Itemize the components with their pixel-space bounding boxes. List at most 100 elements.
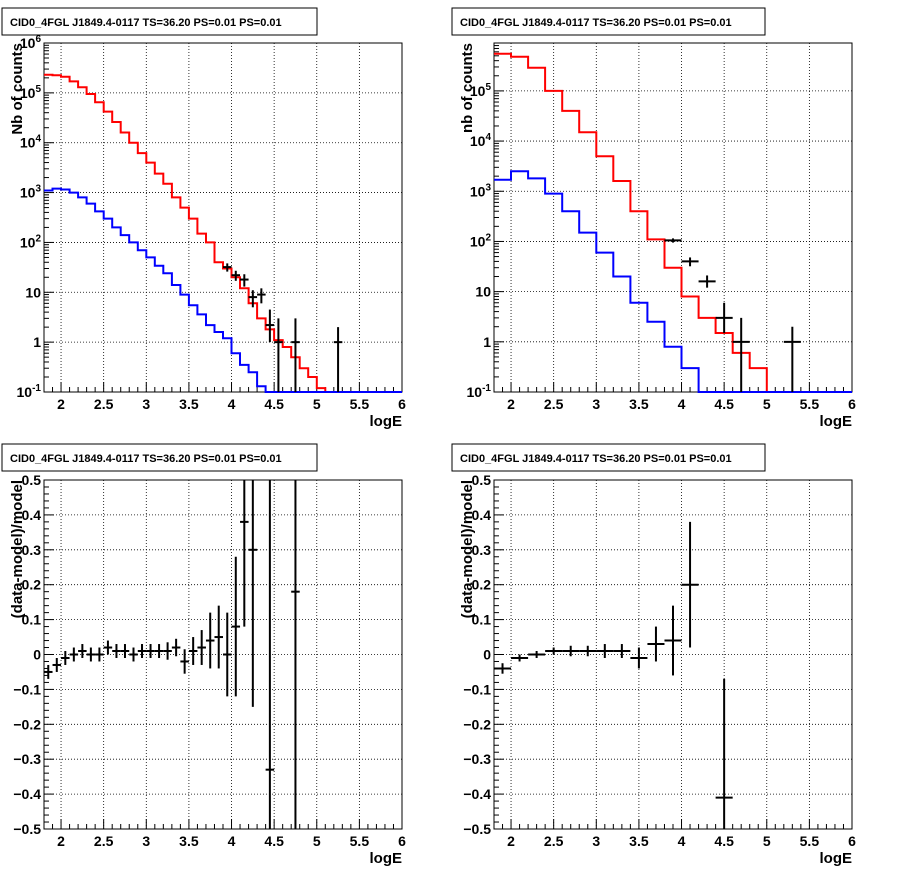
series-line-2 — [494, 170, 852, 393]
x-tick-label: 5 — [313, 833, 321, 849]
y-tick-label: 0.2 — [472, 577, 492, 593]
data-point — [188, 637, 198, 665]
chart-title: CID0_4FGL J1849.4-0117 TS=36.20 PS=0.01 … — [10, 17, 282, 29]
data-point — [223, 612, 232, 697]
x-tick-label: 5.5 — [800, 396, 820, 412]
y-tick-label: −0.2 — [463, 716, 491, 732]
x-tick-label: 2 — [57, 396, 65, 412]
data-point — [137, 644, 147, 658]
data-point — [248, 480, 258, 707]
data-point — [120, 644, 130, 658]
title-box — [451, 443, 766, 472]
data-point — [61, 651, 70, 665]
title-box — [451, 7, 766, 36]
x-tick-label: 4 — [228, 833, 236, 849]
data-point — [171, 638, 181, 657]
x-axis-label: logE — [370, 413, 403, 430]
data-point — [681, 257, 699, 267]
x-tick-label: 3 — [592, 396, 600, 412]
data-point — [78, 644, 87, 658]
x-tick-label: 4.5 — [264, 396, 284, 412]
data-point — [129, 647, 138, 662]
data-point — [732, 317, 750, 392]
data-point — [664, 238, 682, 243]
y-tick-label: −0.5 — [13, 821, 41, 837]
y-tick-label: 105 — [20, 84, 42, 101]
data-point — [257, 288, 266, 304]
x-tick-label: 3.5 — [629, 833, 649, 849]
data-point — [69, 647, 79, 662]
y-axis-label: Nb of counts — [9, 43, 26, 135]
y-tick-label: −0.3 — [13, 751, 41, 767]
data-point — [95, 647, 104, 662]
x-tick-label: 3.5 — [179, 833, 199, 849]
x-tick-label: 4.5 — [714, 833, 734, 849]
y-tick-label: 102 — [470, 232, 492, 249]
x-tick-label: 2 — [507, 833, 515, 849]
x-tick-label: 2.5 — [544, 833, 564, 849]
x-tick-label: 6 — [848, 833, 856, 849]
y-tick-label: −0.4 — [463, 786, 491, 802]
data-point — [103, 640, 113, 655]
x-tick-label: 2.5 — [94, 396, 114, 412]
data-point — [154, 644, 164, 658]
x-tick-label: 6 — [398, 833, 406, 849]
y-tick-label: −0.5 — [463, 821, 491, 837]
y-tick-label: 0.5 — [472, 472, 492, 488]
data-point — [715, 302, 733, 333]
data-point — [231, 556, 241, 697]
data-point — [528, 651, 546, 658]
data-point — [664, 605, 682, 676]
chart-panel-1: CID0_4FGL J1849.4-0117 TS=36.20 PS=0.01 … — [1, 7, 406, 430]
plot-frame — [43, 42, 403, 393]
title-box — [1, 443, 318, 472]
data-point — [205, 612, 215, 669]
data-point — [681, 521, 699, 648]
y-tick-label: 0 — [483, 647, 491, 663]
y-tick-label: 0.4 — [472, 507, 492, 523]
y-tick-label: 0 — [33, 647, 41, 663]
data-point — [112, 644, 121, 658]
series-line-1 — [44, 73, 402, 393]
data-point — [240, 480, 249, 627]
data-point — [333, 327, 343, 392]
y-tick-label: −0.1 — [13, 681, 41, 697]
x-tick-label: 2.5 — [544, 396, 564, 412]
y-tick-label: 1 — [483, 334, 491, 350]
x-tick-label: 5 — [763, 833, 771, 849]
data-point — [630, 647, 648, 669]
data-point — [562, 645, 580, 657]
data-point — [291, 480, 300, 829]
x-tick-label: 5 — [763, 396, 771, 412]
x-tick-label: 5.5 — [800, 833, 820, 849]
y-tick-label: 0.4 — [22, 507, 42, 523]
y-tick-label: 105 — [470, 82, 492, 99]
data-point — [86, 647, 96, 662]
data-point — [698, 275, 716, 288]
data-point — [44, 664, 53, 679]
y-axis-label: (data-model)/model — [459, 480, 476, 618]
data-point — [291, 318, 300, 392]
chart-title: CID0_4FGL J1849.4-0117 TS=36.20 PS=0.01 … — [460, 453, 732, 465]
data-point — [223, 263, 232, 272]
x-tick-label: 4.5 — [714, 396, 734, 412]
x-tick-label: 3 — [142, 396, 150, 412]
data-point — [265, 309, 275, 343]
y-tick-label: 10 — [475, 284, 491, 300]
y-tick-label: 102 — [20, 233, 42, 250]
x-tick-label: 2 — [57, 833, 65, 849]
x-tick-label: 4 — [678, 396, 686, 412]
x-tick-label: 6 — [398, 396, 406, 412]
x-tick-label: 4 — [678, 833, 686, 849]
x-tick-label: 5 — [313, 396, 321, 412]
data-point — [647, 626, 665, 662]
y-axis-label: nb of counts — [459, 43, 476, 133]
data-point — [248, 290, 258, 308]
data-point — [715, 678, 733, 829]
data-point — [783, 326, 801, 392]
series-line-2 — [44, 187, 402, 393]
chart-panel-3: CID0_4FGL J1849.4-0117 TS=36.20 PS=0.01 … — [1, 443, 406, 867]
chart-title: CID0_4FGL J1849.4-0117 TS=36.20 PS=0.01 … — [10, 453, 282, 465]
x-tick-label: 4.5 — [264, 833, 284, 849]
y-tick-label: 0.1 — [22, 612, 42, 628]
